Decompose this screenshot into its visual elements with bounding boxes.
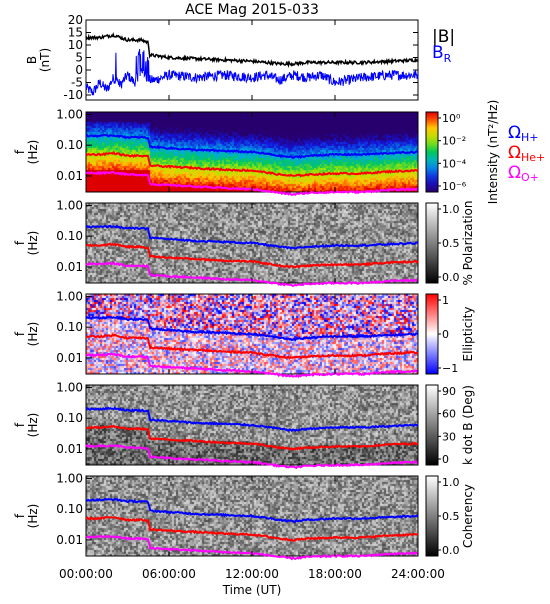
colorbar-tick-label: 90	[442, 385, 456, 398]
colorbar-tick-label: 0.0	[442, 271, 460, 284]
bmag-series-line	[85, 32, 419, 69]
gyrofreq-line-Heplus-1	[85, 242, 419, 269]
f-ylabel-line2: (Hz)	[26, 504, 40, 529]
colorbar-0	[425, 111, 439, 193]
gyrofreq-line-Hplus-1	[85, 224, 419, 250]
gyrofreq-line-Hplus-3	[85, 406, 419, 433]
colorbar-tick-label: 0.0	[442, 544, 460, 557]
f-ylabel-line1: f	[13, 422, 27, 427]
f-ylabel: f (Hz)	[13, 504, 40, 529]
b-ytick-label: -5	[71, 76, 83, 90]
colorbar-1	[425, 202, 439, 284]
f-tick-label: 0.01	[56, 533, 83, 547]
x-tick-label: 00:00:00	[59, 567, 113, 581]
colorbar-label-0: Intensity (nT²/Hz)	[486, 100, 500, 205]
colorbar-tick-label: 0	[442, 453, 449, 466]
f-tick-label: 0.01	[56, 351, 83, 365]
gyrofreq-line-Hplus-4	[85, 497, 419, 524]
f-tick-label: 1.00	[56, 107, 83, 121]
x-axis-label: Time (UT)	[222, 583, 282, 597]
f-ylabel-line1: f	[13, 149, 27, 154]
colorbar-tick-label: 0.5	[442, 237, 460, 250]
f-tick-label: 1.00	[56, 289, 83, 303]
x-tick-label: 24:00:00	[391, 567, 445, 581]
colorbar-tick-label: 1	[442, 294, 449, 307]
colorbar-tick-label: 0	[442, 328, 449, 341]
chart-title: ACE Mag 2015-033	[185, 2, 319, 18]
f-ylabel-line2: (Hz)	[26, 231, 40, 256]
b-ylabel-line2: (nT)	[38, 48, 52, 72]
b-legend-bmag: |B|	[432, 27, 455, 47]
colorbar-tick-label: 1.0	[442, 203, 460, 216]
b-ytick-label: -10	[63, 88, 83, 102]
colorbar-label-2: Ellipticity	[461, 307, 475, 362]
f-tick-label: 0.10	[56, 138, 83, 152]
f-ylabel-line1: f	[13, 240, 27, 245]
b-ylabel-line1: B	[25, 56, 39, 64]
f-ylabel: f (Hz)	[13, 140, 40, 165]
colorbar-label-3: k dot B (Deg)	[461, 385, 475, 465]
colorbar-3	[425, 384, 439, 466]
colorbar-4	[425, 475, 439, 557]
colorbar-label-4: Coherency	[461, 484, 475, 548]
f-tick-label: 1.00	[56, 471, 83, 485]
b-panel-frame	[85, 19, 419, 101]
f-ylabel-line1: f	[13, 331, 27, 336]
gyrofreq-line-Hplus-2	[85, 315, 419, 342]
f-tick-label: 1.00	[56, 198, 83, 212]
intensity-legend-2: ΩO+	[508, 163, 539, 184]
colorbar-tick-label: 10⁰	[442, 112, 461, 125]
x-tick-label: 18:00:00	[308, 567, 362, 581]
br-series-line	[85, 48, 419, 96]
b-ytick-label: 10	[68, 38, 83, 52]
b-ytick-label: 5	[75, 51, 83, 65]
f-ylabel-line2: (Hz)	[26, 413, 40, 438]
f-tick-label: 0.01	[56, 169, 83, 183]
colorbar-tick-label: 10⁻⁶	[442, 180, 467, 193]
b-ytick-label: 20	[68, 13, 83, 27]
colorbar-2	[425, 293, 439, 375]
x-tick-label: 06:00:00	[142, 567, 196, 581]
f-tick-label: 0.10	[56, 502, 83, 516]
colorbar-tick-label: −1	[442, 362, 458, 375]
gyrofreq-line-Heplus-3	[85, 424, 419, 451]
f-ylabel-line2: (Hz)	[26, 322, 40, 347]
gyrofreq-line-Heplus-2	[86, 333, 419, 360]
x-tick-label: 12:00:00	[225, 567, 279, 581]
f-ylabel: f (Hz)	[13, 413, 40, 438]
gyrofreq-line-Hplus-0	[85, 133, 419, 160]
intensity-legend-0: ΩH+	[508, 123, 539, 144]
f-ylabel-line1: f	[13, 513, 27, 518]
colorbar-tick-label: 10⁻²	[442, 135, 466, 148]
colorbar-tick-label: 10⁻⁴	[442, 157, 467, 170]
colorbar-label-1: % Polarization	[461, 201, 475, 286]
f-tick-label: 0.10	[56, 411, 83, 425]
b-ytick-label: 0	[75, 63, 83, 77]
colorbar-tick-label: 30	[442, 430, 456, 443]
intensity-legend-1: ΩHe+	[508, 143, 545, 164]
f-tick-label: 0.01	[56, 442, 83, 456]
colorbar-tick-label: 1.0	[442, 476, 460, 489]
b-ylabel: B (nT)	[25, 48, 52, 72]
f-tick-label: 0.01	[56, 260, 83, 274]
gyrofreq-line-Heplus-4	[86, 516, 419, 542]
f-tick-label: 1.00	[56, 380, 83, 394]
colorbar-tick-label: 0.5	[442, 510, 460, 523]
colorbar-tick-label: 60	[442, 408, 456, 421]
f-tick-label: 0.10	[56, 229, 83, 243]
b-ytick-label: 15	[68, 26, 83, 40]
f-ylabel: f (Hz)	[13, 322, 40, 347]
f-tick-label: 0.10	[56, 320, 83, 334]
f-ylabel-line2: (Hz)	[26, 140, 40, 165]
gyrofreq-line-Heplus-0	[85, 150, 419, 178]
f-ylabel: f (Hz)	[13, 231, 40, 256]
